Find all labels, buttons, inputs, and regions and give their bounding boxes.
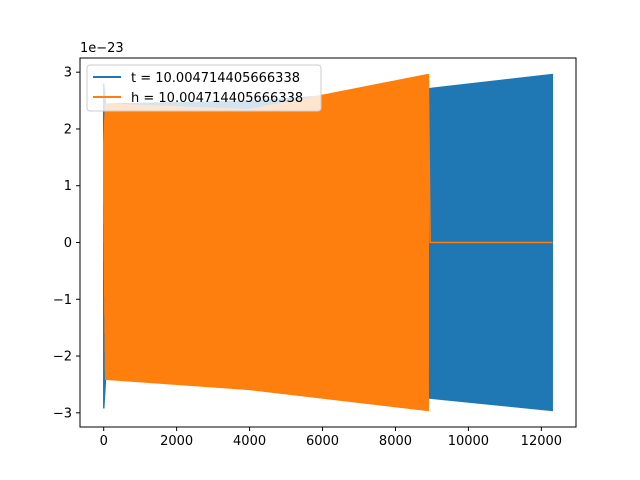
y-tick-label: −1 (53, 293, 72, 308)
legend-label-1: h = 10.004714405666338 (131, 91, 303, 106)
y-scale-label: 1e−23 (80, 41, 124, 56)
y-tick-label: −3 (53, 406, 72, 421)
legend-box (86, 64, 322, 112)
legend: t = 10.004714405666338 h = 10.00471440566… (86, 64, 322, 112)
plot-area (102, 73, 554, 412)
series-line-1 (102, 73, 553, 412)
axes: 0 2000 4000 6000 8000 10000 12000 −3 −2 −1 0 1 2 3 (53, 57, 577, 449)
y-tick-label: 3 (64, 66, 72, 81)
x-tick-label: 2000 (160, 434, 193, 449)
x-tick-label: 10000 (448, 434, 489, 449)
y-tick-label: 1 (64, 179, 72, 194)
y-tick-label: −2 (53, 350, 72, 365)
x-tick-label: 8000 (379, 434, 412, 449)
x-tick-label: 0 (100, 434, 108, 449)
legend-label-0: t = 10.004714405666338 (131, 71, 300, 86)
y-tick-label: 2 (64, 122, 72, 137)
y-tick-label: 0 (64, 236, 72, 251)
x-tick-label: 12000 (521, 434, 562, 449)
x-tick-label: 6000 (306, 434, 339, 449)
x-tick-label: 4000 (233, 434, 266, 449)
